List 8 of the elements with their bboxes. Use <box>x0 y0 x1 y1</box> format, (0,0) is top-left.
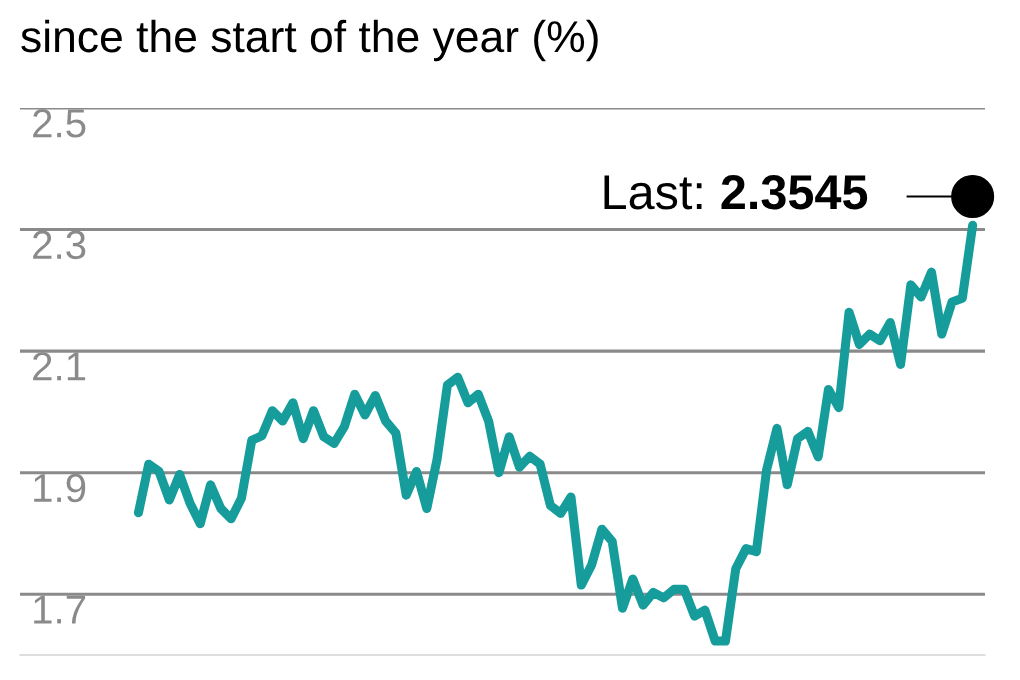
chart-title: since the start of the year (%) <box>21 19 598 62</box>
data-label: 2.3545 <box>721 175 868 210</box>
y-tick-label: 2.1 <box>33 352 86 381</box>
y-tick-label: 2.3 <box>33 230 86 260</box>
y-tick-label: 1.9 <box>34 473 86 503</box>
y-tick-label: 2.5 <box>33 109 86 138</box>
annotation: Last: <box>604 175 702 210</box>
y-tick-label: 1.7 <box>34 595 86 624</box>
